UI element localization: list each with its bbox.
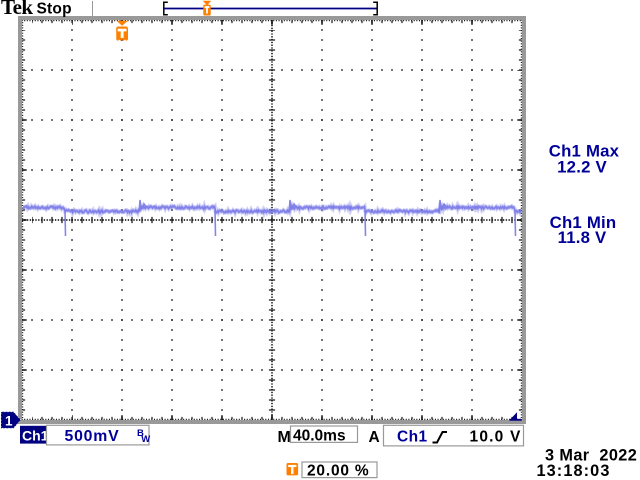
- svg-text:20.00 %: 20.00 %: [307, 463, 369, 480]
- svg-text:Ch1 Max: Ch1 Max: [549, 142, 620, 161]
- svg-text:Ch1 Min: Ch1 Min: [550, 213, 617, 232]
- svg-text:Ch1: Ch1: [397, 429, 427, 446]
- svg-text:13:18:03: 13:18:03: [537, 462, 611, 480]
- svg-text:500mV: 500mV: [65, 428, 120, 445]
- svg-text:Stop: Stop: [37, 1, 72, 18]
- svg-text:40.0ms: 40.0ms: [293, 428, 346, 445]
- svg-text:W: W: [141, 434, 150, 445]
- svg-text:3 Mar 2022: 3 Mar 2022: [545, 447, 637, 465]
- svg-text:B: B: [137, 428, 144, 439]
- svg-text:10.0 V: 10.0 V: [470, 429, 522, 446]
- svg-text:Tek: Tek: [1, 0, 33, 19]
- svg-text:A: A: [369, 429, 380, 446]
- svg-text:M: M: [278, 429, 291, 446]
- svg-text:11.8 V: 11.8 V: [558, 228, 607, 247]
- svg-text:Ch1: Ch1: [22, 428, 49, 444]
- svg-text:12.2 V: 12.2 V: [557, 158, 607, 177]
- svg-text:1: 1: [5, 414, 13, 429]
